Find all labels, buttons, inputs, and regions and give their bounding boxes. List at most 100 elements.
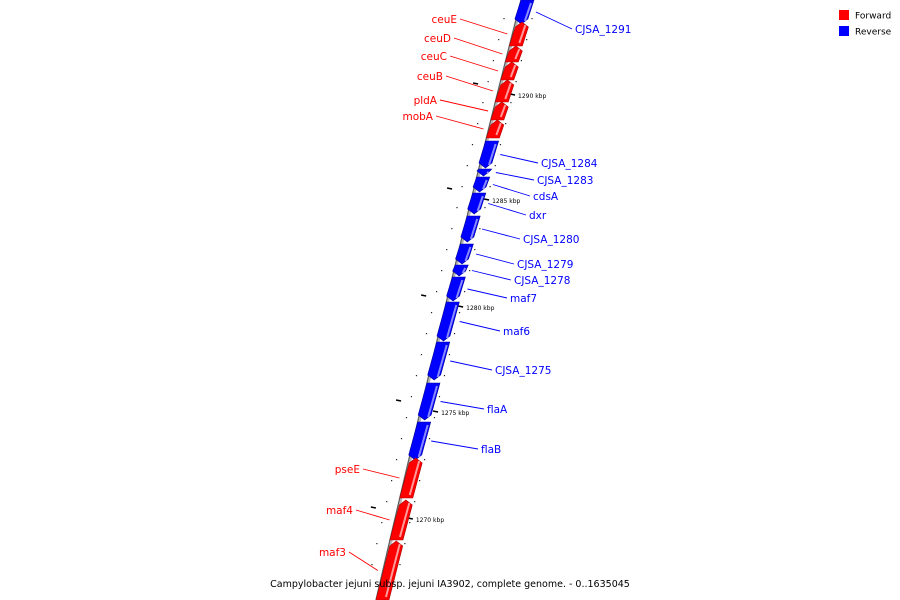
minor-tick xyxy=(430,312,433,314)
minor-tick xyxy=(498,39,500,41)
minor-tick xyxy=(391,480,393,482)
gene-label-CJSA_1275[interactable]: CJSA_1275 xyxy=(495,365,551,377)
minor-tick xyxy=(376,543,378,545)
minor-tick xyxy=(515,81,517,83)
minor-tick xyxy=(531,18,533,20)
minor-tick xyxy=(423,459,426,461)
gene-label-flaB[interactable]: flaB xyxy=(481,444,501,456)
gene-label-ceuC[interactable]: ceuC xyxy=(421,51,447,63)
leader-CJSA_1284 xyxy=(500,154,539,164)
minor-ticks xyxy=(371,18,533,566)
gene-label-maf4[interactable]: maf4 xyxy=(326,505,353,517)
gene-highlight-CJSA_1280 xyxy=(469,218,479,240)
gene-label-CJSA_1280[interactable]: CJSA_1280 xyxy=(523,234,579,246)
gene-highlight-CJSA_1283 xyxy=(486,171,490,174)
gene-label-CJSA_1278[interactable]: CJSA_1278 xyxy=(514,275,570,287)
gene-label-flaA[interactable]: flaA xyxy=(487,404,508,416)
minor-tick xyxy=(492,60,495,62)
minor-tick xyxy=(505,123,507,125)
minor-tick xyxy=(526,39,528,41)
leader-ceuD xyxy=(453,37,503,55)
scale-label: 1280 kbp xyxy=(466,305,494,312)
gene-label-maf7[interactable]: maf7 xyxy=(510,293,537,305)
major-tick-right xyxy=(483,198,490,201)
gene-label-dxr[interactable]: dxr xyxy=(529,210,547,222)
gene-label-pldA[interactable]: pldA xyxy=(414,95,438,107)
minor-tick xyxy=(499,144,502,146)
minor-tick xyxy=(463,291,466,293)
minor-tick xyxy=(419,480,421,482)
gene-CJSA_1283[interactable] xyxy=(476,168,493,177)
gene-highlight-flaB xyxy=(417,424,429,458)
major-tick-left xyxy=(395,399,402,402)
gene-label-ceuD[interactable]: ceuD xyxy=(424,33,451,45)
minor-tick xyxy=(479,228,481,230)
major-tick-right xyxy=(432,410,439,413)
gene-label-ceuE[interactable]: ceuE xyxy=(431,14,457,26)
leader-maf7 xyxy=(467,288,508,299)
gene-highlight-ceuB xyxy=(504,82,512,100)
minor-tick xyxy=(466,165,468,167)
gene-label-ceuB[interactable]: ceuB xyxy=(417,71,443,83)
leader-CJSA_1278 xyxy=(471,270,512,281)
gene-label-maf6[interactable]: maf6 xyxy=(503,326,530,338)
gene-label-mobA[interactable]: mobA xyxy=(402,111,433,123)
legend-forward-label: Forward xyxy=(855,12,891,22)
major-ticks: 1290 kbp 1285 kbp 1280 kbp 1275 kbp 1270 kbp xyxy=(370,82,547,524)
map-caption: Campylobacter jejuni subsp. jejuni IA390… xyxy=(270,579,630,590)
leader-pseE xyxy=(362,468,400,479)
major-tick-left xyxy=(370,506,377,509)
gene-highlight-pldA xyxy=(499,104,507,118)
minor-tick xyxy=(386,501,388,503)
gene-CJSA_1279[interactable] xyxy=(455,243,474,265)
minor-tick xyxy=(415,375,418,377)
leader-pldA xyxy=(439,99,489,112)
legend: Forward Reverse xyxy=(839,10,892,38)
gene-label-CJSA_1283[interactable]: CJSA_1283 xyxy=(537,175,593,187)
gene-label-pseE[interactable]: pseE xyxy=(335,464,360,476)
minor-tick xyxy=(474,249,476,251)
gene-highlight-maf4 xyxy=(398,502,411,538)
leader-mobA xyxy=(435,115,484,130)
leader-flaA xyxy=(440,401,485,410)
minor-tick xyxy=(451,228,453,230)
gene-highlight-CJSA_1284 xyxy=(487,143,497,166)
minor-tick xyxy=(410,396,413,398)
leader-flaB xyxy=(431,440,479,450)
leader-ceuB xyxy=(445,75,494,92)
minor-tick xyxy=(484,207,486,209)
minor-tick xyxy=(503,18,505,20)
gene-label-leaders xyxy=(348,11,573,571)
gene-highlight-CJSA_1275 xyxy=(436,344,448,378)
scale-label: 1275 kbp xyxy=(441,410,469,417)
scale-label: 1285 kbp xyxy=(492,198,520,205)
minor-tick xyxy=(400,438,403,440)
legend-forward-swatch xyxy=(839,10,849,20)
minor-tick xyxy=(520,60,523,62)
minor-tick xyxy=(448,354,451,356)
gene-label-CJSA_1291[interactable]: CJSA_1291 xyxy=(575,24,631,36)
minor-tick xyxy=(420,354,423,356)
minor-tick xyxy=(371,564,373,566)
minor-tick xyxy=(404,543,406,545)
leader-CJSA_1279 xyxy=(475,253,515,265)
gene-label-CJSA_1284[interactable]: CJSA_1284 xyxy=(541,158,598,170)
minor-tick xyxy=(458,312,461,314)
gene-label-cdsA[interactable]: cdsA xyxy=(533,191,559,203)
gene-highlight-cdsA xyxy=(482,179,488,190)
gene-highlight-maf3 xyxy=(385,543,401,598)
minor-tick xyxy=(461,186,463,188)
leader-CJSA_1275 xyxy=(450,360,493,371)
gene-highlight-ceuE xyxy=(518,24,527,44)
gene-highlight-flaA xyxy=(427,385,438,418)
gene-label-maf3[interactable]: maf3 xyxy=(319,547,346,559)
minor-tick xyxy=(482,102,484,104)
gene-highlight-maf7 xyxy=(455,279,464,299)
minor-tick xyxy=(453,333,456,335)
gene-highlight-dxr xyxy=(476,195,484,212)
minor-tick xyxy=(487,81,489,83)
leader-CJSA_1280 xyxy=(481,228,521,240)
gene-label-CJSA_1279[interactable]: CJSA_1279 xyxy=(517,259,573,271)
leader-cdsA xyxy=(492,184,531,197)
minor-tick xyxy=(409,522,411,524)
